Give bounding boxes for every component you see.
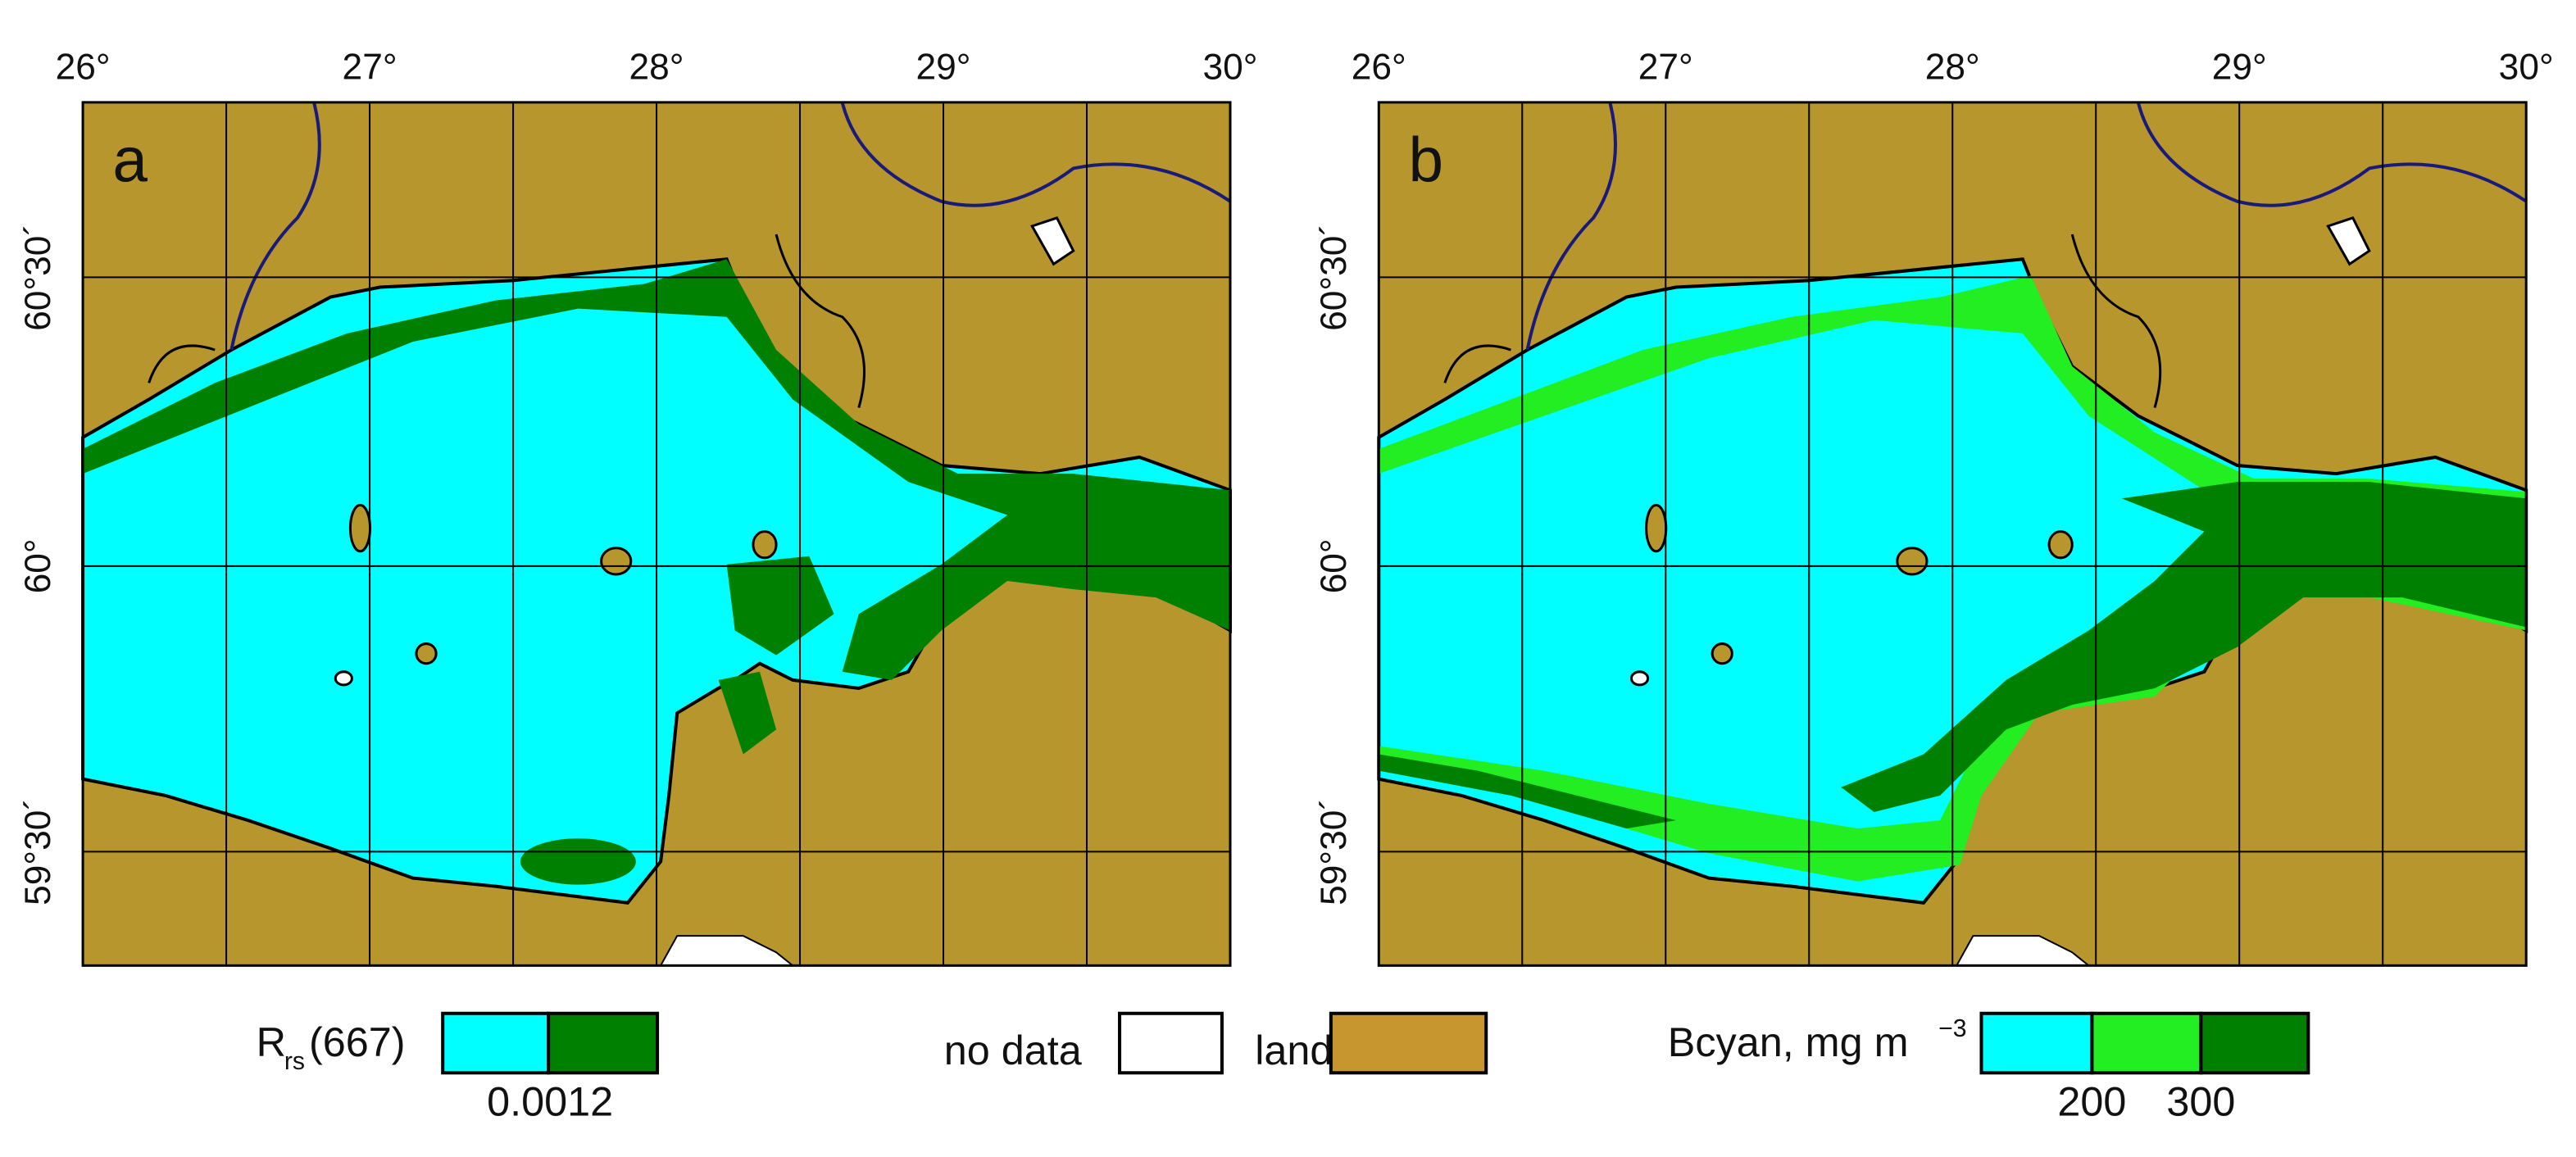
legend-swatch-mid	[2090, 1011, 2203, 1075]
lat-label: 59°30´	[18, 798, 58, 905]
lon-label: 28°	[1925, 48, 1980, 88]
legend-land: land	[1255, 1027, 1333, 1073]
map-panel: b	[1379, 102, 2526, 965]
lat-label: 60°	[18, 538, 58, 593]
lat-label: 60°	[1314, 538, 1354, 593]
lon-label: 30°	[2499, 48, 2554, 88]
legend: R rs (667) 0.0012 no data land Bcyan, mg…	[257, 1011, 2310, 1125]
legend-rrs-threshold: 0.0012	[487, 1078, 613, 1125]
legend-rrs-subscript: rs	[284, 1048, 305, 1075]
lon-label: 27°	[343, 48, 398, 88]
legend-bcyan-threshold: 200	[2057, 1078, 2126, 1125]
legend-no-data: no data	[944, 1027, 1082, 1073]
lat-label: 60°30´	[18, 224, 58, 331]
map-panel: a	[83, 102, 1230, 965]
legend-bcyan-exponent: −3	[1938, 1015, 1966, 1042]
lon-label: 29°	[2212, 48, 2267, 88]
panels: a26° 27° 28° 29° 30°60°30´60°59°30´b26° 27° 28…	[18, 48, 2554, 966]
legend-rrs-symbol: R	[257, 1019, 286, 1065]
legend-swatch-high	[547, 1011, 660, 1075]
panel-label: a	[112, 126, 148, 196]
map-frame	[81, 101, 1232, 967]
map-frame	[1377, 101, 2528, 967]
lat-label: 60°30´	[1314, 224, 1354, 331]
legend-bcyan-threshold: 300	[2166, 1078, 2235, 1125]
lon-label: 26°	[1352, 48, 1406, 88]
lon-label: 29°	[916, 48, 971, 88]
legend-swatch-land	[1329, 1011, 1488, 1075]
panel-label: b	[1409, 126, 1444, 196]
legend-swatch-high	[2199, 1011, 2310, 1075]
legend-swatch-no-data	[1118, 1011, 1224, 1075]
lon-label: 30°	[1203, 48, 1258, 88]
lon-label: 28°	[629, 48, 684, 88]
legend-swatch-low	[1979, 1011, 2094, 1075]
lat-label: 59°30´	[1314, 798, 1354, 905]
legend-rrs-wavelength: (667)	[309, 1019, 406, 1065]
legend-swatch-low	[441, 1011, 551, 1075]
legend-bcyan-label: Bcyan, mg m	[1668, 1019, 1909, 1065]
lon-label: 26°	[56, 48, 111, 88]
lon-label: 27°	[1638, 48, 1693, 88]
